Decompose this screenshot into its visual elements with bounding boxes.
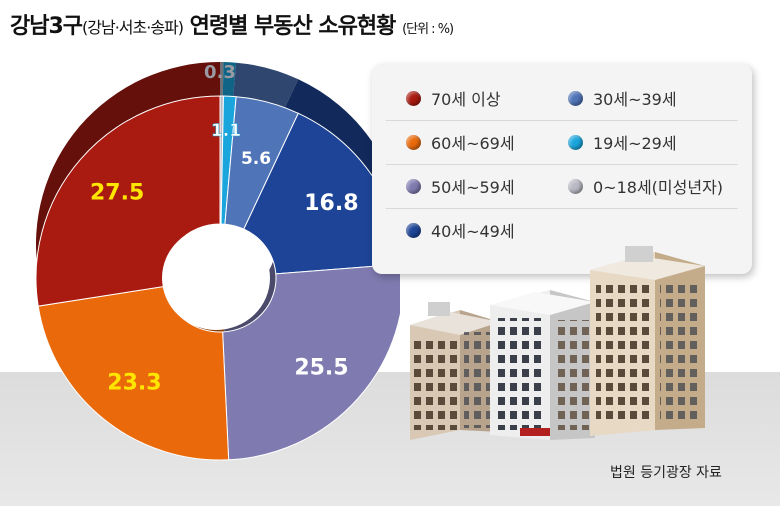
legend-label: 70세 이상: [431, 90, 501, 109]
legend-label: 19세~29세: [593, 134, 677, 153]
legend-label: 50세~59세: [431, 178, 515, 197]
data-label-1: 1.1: [211, 121, 241, 141]
legend-item: 40세~49세: [406, 218, 515, 242]
donut-labels: 0.3 1.15.6 16.8 25.5 23.3 27.5: [90, 62, 359, 395]
slice-5: [37, 285, 230, 461]
legend-swatch: [406, 178, 421, 194]
legend-item: 70세 이상: [406, 86, 501, 110]
slice-4: [222, 263, 400, 461]
legend-item: 19세~29세: [568, 130, 677, 154]
legend-item: 0~18세(미성년자): [568, 174, 723, 198]
legend-swatch: [568, 90, 583, 106]
legend-label: 60세~69세: [431, 134, 515, 153]
data-label-5: 23.3: [107, 370, 161, 395]
legend-swatch: [568, 134, 583, 150]
legend-label: 40세~49세: [431, 222, 515, 241]
data-label-6: 27.5: [90, 180, 144, 205]
legend-row: 60세~69세 19세~29세: [386, 120, 738, 165]
legend-item: 30세~39세: [568, 86, 677, 110]
source-note: 법원 등기광장 자료: [610, 465, 722, 481]
data-label-3: 16.8: [304, 191, 358, 216]
data-label-4: 25.5: [294, 355, 348, 380]
legend: 70세 이상 30세~39세 60세~69세 19세~29세 50세~59세 0~18세(…: [372, 64, 752, 274]
legend-row: 70세 이상 30세~39세: [386, 76, 738, 121]
legend-swatch: [406, 222, 421, 238]
building-left: [410, 302, 500, 440]
legend-row: 40세~49세: [386, 208, 738, 252]
legend-item: 50세~59세: [406, 174, 515, 198]
legend-item: 60세~69세: [406, 130, 515, 154]
title-main: 강남3구: [10, 14, 83, 39]
data-label-2: 5.6: [241, 149, 271, 169]
legend-swatch: [406, 134, 421, 150]
title-unit: (단위 : %): [402, 22, 454, 37]
apartment-buildings-illustration: [410, 246, 705, 440]
legend-label: 0~18세(미성년자): [593, 178, 724, 197]
chart-title: 강남3구(강남·서초·송파) 연령별 부동산 소유현황 (단위 : %): [10, 8, 454, 40]
legend-label: 30세~39세: [593, 90, 677, 109]
data-label-0: 0.3: [204, 62, 236, 83]
title-rest: 연령별 부동산 소유현황: [183, 14, 403, 39]
donut-top-layer: [35, 95, 400, 461]
legend-swatch: [568, 178, 583, 194]
donut-hole: [162, 226, 270, 330]
legend-swatch: [406, 90, 421, 106]
slice-3: [243, 112, 400, 275]
title-sub: (강남·서초·송파): [82, 18, 184, 37]
donut-chart: 0.3 1.15.6 16.8 25.5 23.3 27.5: [35, 62, 400, 461]
legend-row: 50세~59세 0~18세(미성년자): [386, 164, 738, 209]
building-middle: [490, 290, 595, 440]
building-right: [590, 246, 705, 436]
